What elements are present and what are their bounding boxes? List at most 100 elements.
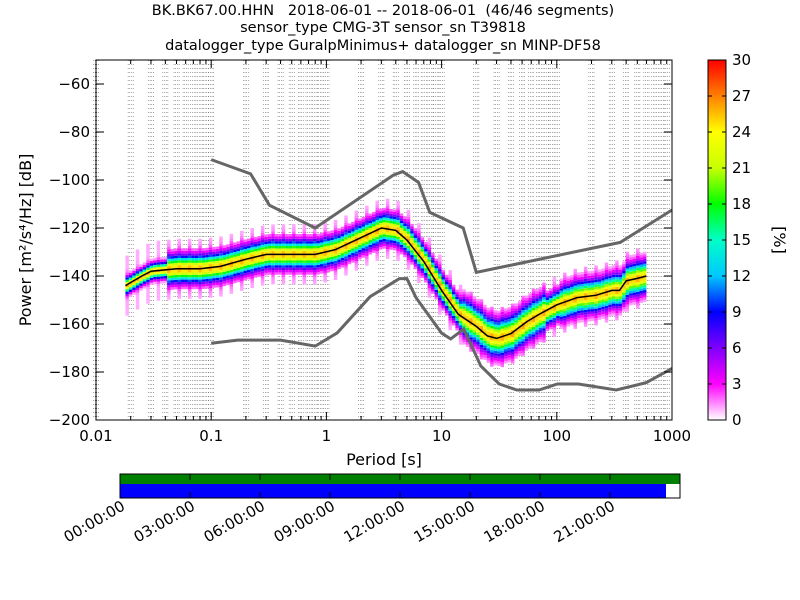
- psd-cell: [354, 265, 359, 269]
- psd-cell: [323, 263, 327, 266]
- psd-cell: [344, 268, 348, 271]
- psd-cell: [424, 270, 428, 274]
- psd-cell: [490, 330, 494, 334]
- psd-cell: [198, 294, 202, 297]
- psd-cell: [531, 291, 536, 294]
- psd-cell: [365, 246, 369, 249]
- psd-cell: [639, 255, 643, 258]
- psd-cell: [281, 258, 286, 261]
- psd-cell: [528, 326, 532, 330]
- psd-cell: [281, 241, 286, 244]
- psd-cell: [399, 244, 404, 248]
- psd-cell: [375, 243, 379, 247]
- psd-cell: [187, 248, 192, 251]
- psd-cell: [472, 342, 477, 345]
- psd-cell: [167, 266, 171, 269]
- psd-cell: [330, 235, 334, 238]
- psd-cell: [160, 276, 164, 279]
- psd-cell: [302, 246, 307, 249]
- psd-cell: [538, 325, 543, 328]
- psd-cell: [451, 308, 456, 312]
- psd-cell: [135, 297, 140, 300]
- psd-cell: [566, 297, 571, 301]
- psd-cell: [219, 272, 223, 275]
- psd-cell: [559, 312, 564, 315]
- psd-cell: [514, 303, 518, 306]
- psd-cell: [250, 278, 254, 281]
- psd-cell: [458, 287, 463, 290]
- psd-cell: [570, 291, 574, 295]
- psd-cell: [226, 249, 230, 252]
- psd-cell: [208, 261, 213, 265]
- psd-cell: [375, 255, 379, 259]
- psd-cell: [611, 274, 616, 278]
- psd-cell: [510, 341, 515, 345]
- psd-cell: [413, 237, 418, 241]
- psd-cell: [514, 327, 518, 330]
- psd-cell: [417, 235, 421, 238]
- psd-cell: [542, 318, 546, 322]
- psd-cell: [177, 277, 181, 280]
- psd-cell: [417, 232, 421, 236]
- psd-cell: [333, 244, 338, 247]
- psd-cell: [198, 243, 202, 246]
- psd-cell: [264, 236, 268, 240]
- psd-cell: [240, 288, 244, 291]
- psd-cell: [521, 307, 525, 311]
- psd-cell: [163, 276, 168, 279]
- psd-cell: [295, 248, 300, 251]
- psd-cell: [205, 247, 209, 251]
- psd-cell: [590, 301, 595, 305]
- psd-cell: [625, 304, 630, 307]
- psd-cell: [233, 268, 237, 272]
- psd-cell: [573, 295, 577, 298]
- psd-cell: [201, 272, 206, 275]
- psd-cell: [434, 263, 439, 266]
- psd-cell: [639, 262, 643, 265]
- psd-cell: [312, 246, 317, 249]
- psd-cell: [375, 210, 379, 213]
- psd-cell: [552, 334, 557, 338]
- psd-cell: [184, 286, 188, 290]
- psd-cell: [601, 270, 605, 274]
- psd-cell: [615, 301, 619, 304]
- psd-cell: [427, 271, 432, 274]
- psd-cell: [330, 237, 334, 241]
- psd-cell: [451, 318, 456, 321]
- psd-cell: [330, 247, 334, 250]
- psd-cell: [413, 266, 418, 270]
- psd-cell: [351, 253, 355, 256]
- psd-cell: [431, 284, 435, 287]
- psd-cell: [465, 296, 470, 299]
- psd-cell: [583, 314, 588, 318]
- psd-cell: [625, 287, 630, 290]
- psd-cell: [187, 289, 192, 292]
- psd-cell: [441, 298, 445, 302]
- psd-cell: [406, 231, 411, 234]
- psd-cell: [264, 234, 268, 237]
- psd-cell: [514, 334, 518, 337]
- psd-cell: [535, 300, 539, 304]
- psd-cell: [125, 265, 129, 268]
- psd-cell: [288, 236, 293, 239]
- psd-cell: [625, 289, 630, 293]
- psd-cell: [514, 322, 518, 325]
- psd-cell: [146, 286, 150, 290]
- psd-cell: [163, 264, 168, 267]
- psd-cell: [559, 307, 564, 310]
- psd-cell: [622, 294, 626, 298]
- psd-cell: [156, 257, 161, 260]
- psd-cell: [476, 322, 480, 326]
- psd-cell: [632, 271, 637, 274]
- psd-cell: [493, 338, 498, 342]
- psd-cell: [177, 274, 181, 278]
- psd-cell: [636, 296, 640, 300]
- psd-cell: [375, 246, 379, 249]
- psd-cell: [260, 261, 265, 265]
- psd-cell: [604, 317, 609, 321]
- psd-cell: [590, 280, 595, 283]
- psd-cell: [201, 274, 206, 277]
- psd-cell: [299, 260, 303, 263]
- psd-cell: [194, 270, 199, 273]
- psd-cell: [611, 301, 616, 304]
